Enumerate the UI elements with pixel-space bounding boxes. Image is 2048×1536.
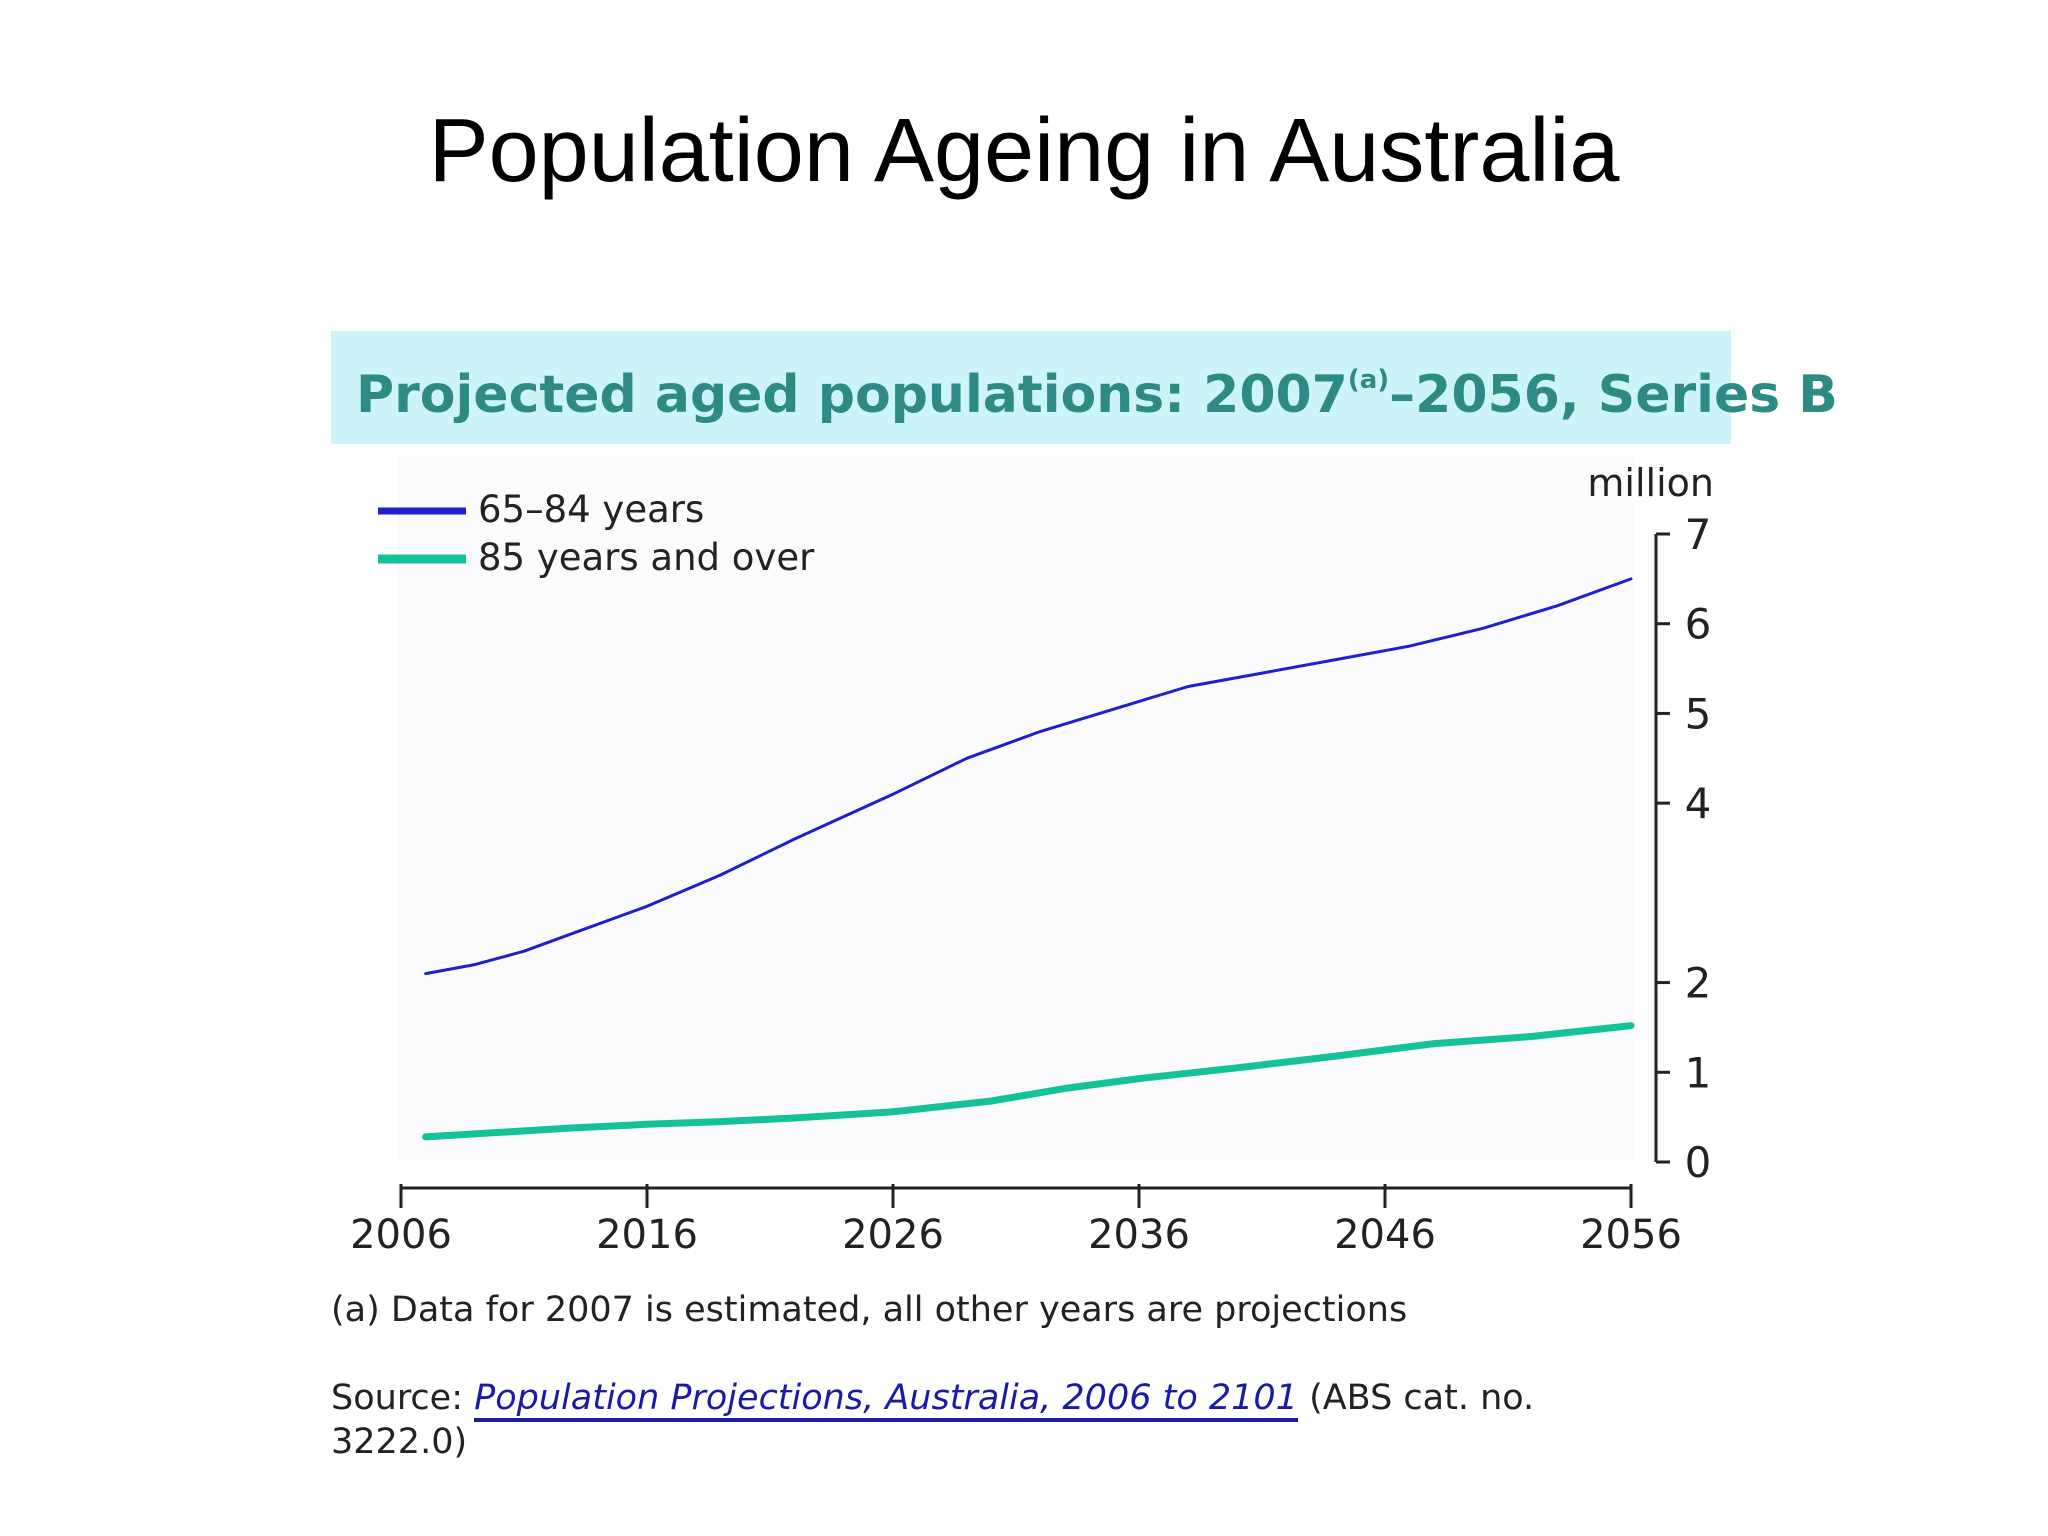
x-tick-label-2056: 2056 (1580, 1212, 1682, 1258)
chart-header-band (331, 331, 1731, 444)
source-suffix: (ABS cat. no. 3222.0) (331, 1378, 1535, 1462)
source-citation: Source: Population Projections, Australi… (331, 1376, 1661, 1464)
series-line-65-84 (424, 577, 1633, 976)
y-tick-label-2: 2 (1685, 959, 1712, 1008)
x-tick-label-2026: 2026 (842, 1212, 944, 1258)
source-prefix: Source: (331, 1378, 475, 1418)
y-tick-label-0: 0 (1685, 1138, 1712, 1187)
y-tick-label-5: 5 (1685, 689, 1712, 738)
x-tick-label-2036: 2036 (1088, 1212, 1190, 1258)
series-line-85-plus (422, 1022, 1635, 1141)
y-axis-unit-label: million (1587, 461, 1714, 505)
y-tick-label-6: 6 (1685, 600, 1712, 649)
y-tick-label-7: 7 (1685, 510, 1712, 559)
y-tick-label-4: 4 (1685, 779, 1712, 828)
chart-footnote: (a) Data for 2007 is estimated, all othe… (331, 1290, 1408, 1330)
source-link[interactable]: Population Projections, Australia, 2006 … (474, 1378, 1298, 1422)
x-tick-label-2046: 2046 (1334, 1212, 1436, 1258)
legend-label-65-84: 65–84 years (478, 488, 704, 531)
legend-label-85-plus: 85 years and over (478, 536, 815, 579)
y-tick-label-1: 1 (1685, 1048, 1712, 1097)
slide-title: Population Ageing in Australia (428, 101, 1620, 201)
series-group (422, 577, 1635, 1141)
chart-title: Projected aged populations: 2007(a)–2056… (356, 365, 1838, 425)
x-tick-label-2006: 2006 (350, 1212, 452, 1258)
x-tick-label-2016: 2016 (596, 1212, 698, 1258)
